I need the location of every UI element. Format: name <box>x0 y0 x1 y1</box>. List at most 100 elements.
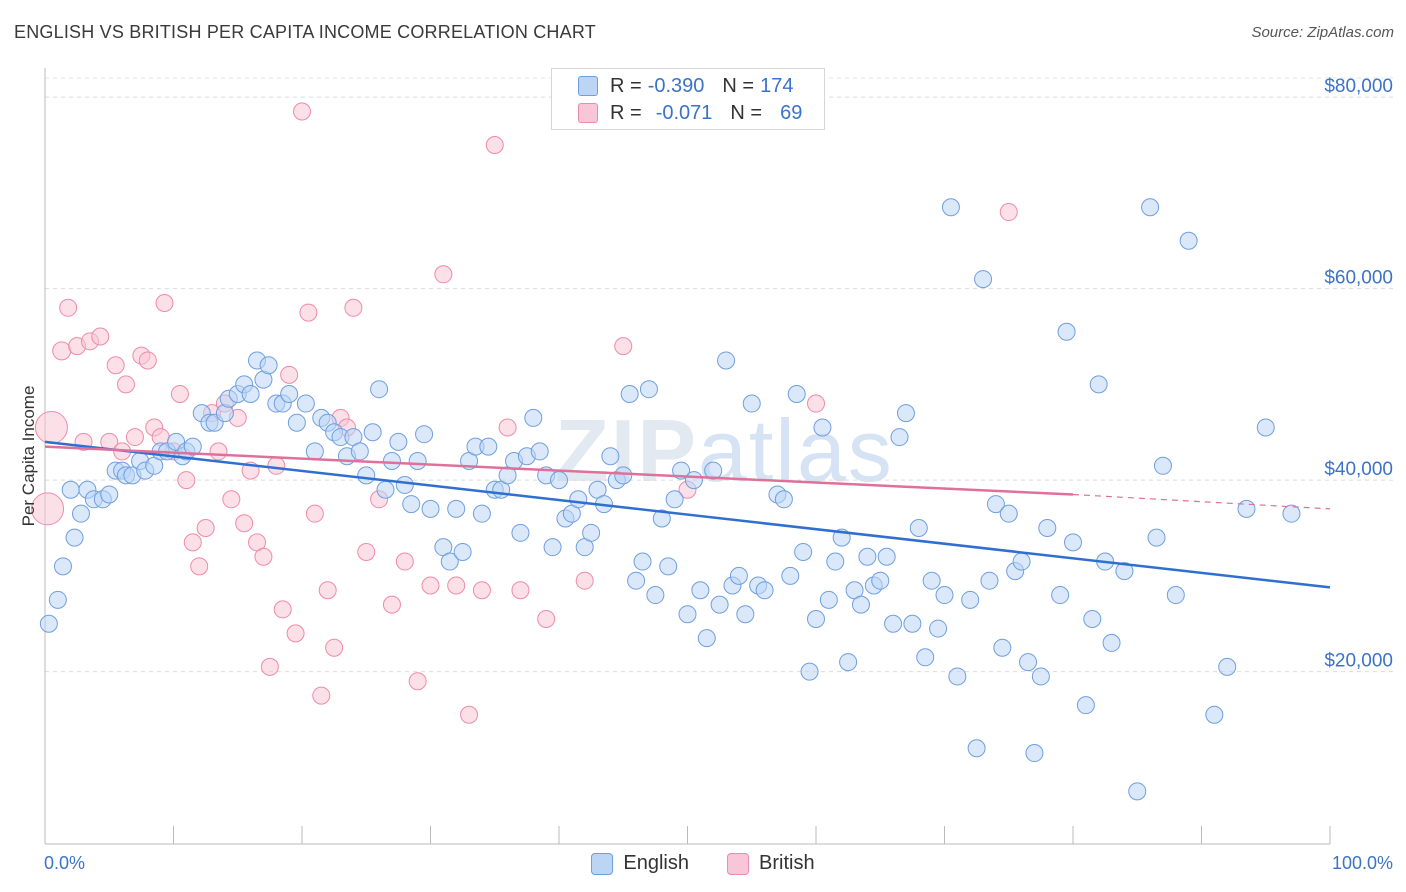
english-swatch <box>591 852 614 875</box>
english-point <box>1076 696 1095 715</box>
english-point <box>980 571 999 590</box>
english-point <box>582 523 601 542</box>
english-point <box>890 428 909 447</box>
british-point <box>91 327 110 346</box>
r-value: -0.071 <box>655 101 713 124</box>
english-trend-line <box>44 440 1331 589</box>
legend-item-british[interactable]: British <box>727 852 815 875</box>
english-point <box>259 356 278 375</box>
n-value: 174 <box>760 74 794 97</box>
english-point <box>402 495 421 514</box>
british-point <box>318 581 337 600</box>
british-point <box>260 657 279 676</box>
english-point <box>39 614 58 633</box>
english-point <box>472 504 491 523</box>
english-point <box>896 404 915 423</box>
english-point <box>967 739 986 758</box>
source-label: Source: ZipAtlas.com <box>1251 24 1394 41</box>
english-point <box>1051 586 1070 605</box>
r-label: R = <box>610 74 642 97</box>
british-trend-extension <box>1072 493 1331 510</box>
english-point <box>447 499 466 518</box>
british-point <box>273 600 292 619</box>
chart-title: ENGLISH VS BRITISH PER CAPITA INCOME COR… <box>14 22 596 42</box>
english-point <box>704 461 723 480</box>
english-point <box>974 270 993 289</box>
english-point <box>710 595 729 614</box>
english-point <box>800 662 819 681</box>
english-point <box>350 442 369 461</box>
english-point <box>948 667 967 686</box>
british-point <box>408 672 427 691</box>
legend-item-english[interactable]: English <box>591 852 689 875</box>
english-point <box>550 471 568 490</box>
n-label: N = <box>730 101 763 124</box>
r-label: R = <box>610 101 642 124</box>
english-point <box>1153 456 1172 475</box>
legend-row-english: R = -0.390 N = 174 <box>578 73 793 99</box>
english-point <box>287 413 306 432</box>
english-point <box>389 432 408 451</box>
y-axis-label: Per Capita Income <box>19 386 38 527</box>
british-point <box>286 624 305 643</box>
english-point <box>909 519 928 538</box>
english-point <box>717 351 736 370</box>
english-point <box>941 198 960 217</box>
english-point <box>684 471 703 490</box>
british-swatch <box>727 852 750 875</box>
english-point <box>633 552 652 571</box>
english-point <box>382 452 401 470</box>
english-point <box>421 499 440 518</box>
british-point <box>498 418 517 437</box>
english-point <box>665 490 684 509</box>
british-point <box>325 638 344 657</box>
british-point <box>299 303 318 322</box>
english-point <box>415 425 434 444</box>
british-point <box>235 514 254 533</box>
english-point <box>53 557 72 576</box>
english-point <box>807 609 825 628</box>
english-point <box>620 384 639 403</box>
series-legend: English British <box>0 852 1406 875</box>
english-point <box>1064 533 1082 552</box>
english-point <box>601 447 620 466</box>
english-point <box>819 590 838 609</box>
british-point <box>34 410 68 444</box>
english-point <box>524 408 543 427</box>
british-point <box>59 298 78 317</box>
english-point <box>858 547 877 566</box>
english-point <box>395 475 414 494</box>
british-point <box>52 341 72 361</box>
english-point <box>1089 375 1108 394</box>
british-point <box>170 384 189 403</box>
english-point <box>1218 657 1237 676</box>
english-point <box>61 480 80 499</box>
british-point <box>447 576 466 595</box>
british-point <box>511 581 530 600</box>
british-point <box>125 428 144 447</box>
english-point <box>729 566 748 585</box>
british-point <box>280 365 299 384</box>
english-point <box>993 638 1012 657</box>
english-point <box>614 466 633 485</box>
axes <box>44 68 1331 845</box>
english-point <box>1019 653 1038 672</box>
english-point <box>1012 552 1031 571</box>
english-point <box>877 547 896 566</box>
english-point <box>48 590 67 609</box>
x-tick-label-min: 0.0% <box>44 853 85 873</box>
english-point <box>787 384 806 403</box>
english-point <box>530 442 549 461</box>
english-point <box>774 490 793 509</box>
british-point <box>177 471 196 490</box>
english-point <box>296 394 315 413</box>
english-point <box>639 380 658 399</box>
english-point <box>1179 231 1198 250</box>
legend-row-british: R = -0.071 N = 69 <box>578 100 802 126</box>
british-point <box>209 442 228 461</box>
english-point <box>376 480 395 499</box>
british-point <box>222 490 241 509</box>
british-point <box>293 102 311 121</box>
english-point <box>935 586 954 605</box>
british-point <box>485 136 504 155</box>
